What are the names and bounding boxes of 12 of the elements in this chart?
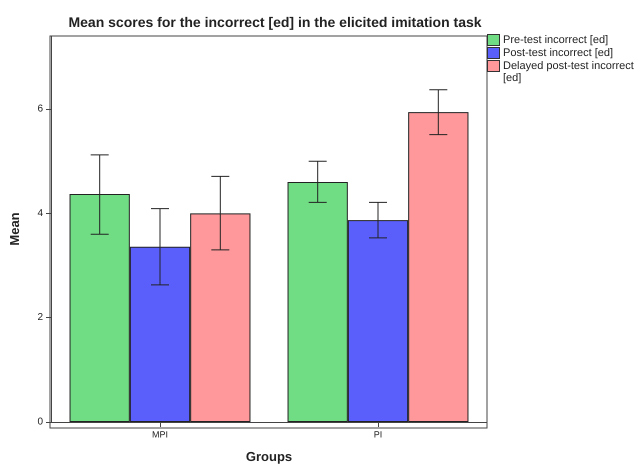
chart-title: Mean scores for the incorrect [ed] in the elicited imitation task: [68, 14, 482, 30]
legend-label: Post-test incorrect [ed]: [503, 47, 614, 59]
y-tick-label: 2: [37, 312, 44, 324]
legend-label: Delayed post-test incorrect [ed]: [503, 60, 635, 84]
x-tick-label: PI: [374, 430, 382, 440]
y-axis-title: Mean: [7, 212, 22, 246]
x-tick-label: MPI: [152, 430, 168, 440]
y-tick-label: 0: [37, 416, 44, 428]
y-tick-label: 4: [37, 208, 44, 219]
x-axis-title: Groups: [246, 449, 292, 464]
legend-label: Pre-test incorrect [ed]: [503, 34, 608, 46]
y-tick-label: 6: [37, 104, 44, 115]
